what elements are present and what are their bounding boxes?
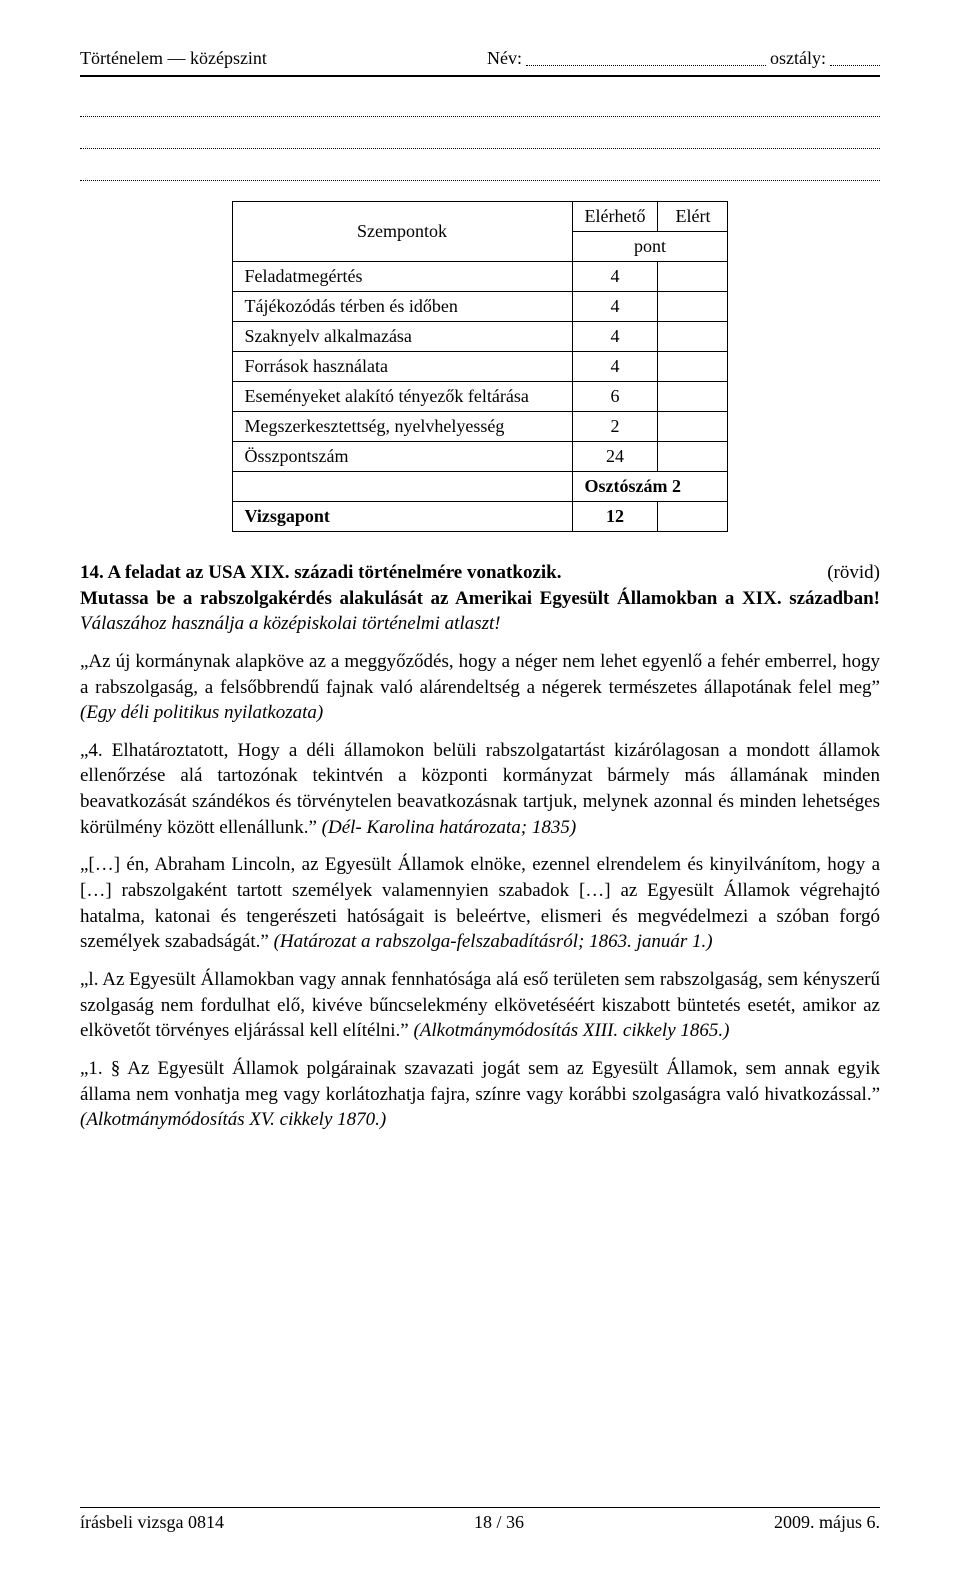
source-cite: (Alkotmánymódosítás XIII. cikkely 1865.) [413,1020,729,1041]
criterion-score-cell[interactable] [658,442,728,472]
criterion-max: 6 [572,382,658,412]
empty-label [232,472,572,502]
source-text: „1. § Az Egyesült Államok polgárainak sz… [80,1058,880,1105]
divisor-label: Osztószám 2 [572,472,728,502]
criterion-label: Eseményeket alakító tényezők feltárása [232,382,572,412]
source-cite: (Alkotmánymódosítás XV. cikkely 1870.) [80,1109,386,1130]
footer-row: írásbeli vizsga 0814 18 / 36 2009. május… [80,1512,880,1533]
examscore-label: Vizsgapont [232,502,572,532]
criterion-label: Szaknyelv alkalmazása [232,322,572,352]
answer-line[interactable] [80,121,880,149]
table-row: Feladatmegértés 4 [232,262,728,292]
answer-lines [80,89,880,181]
exam-page: Történelem — középszint Név: osztály: Sz… [0,0,960,1571]
source-paragraph: „Az új kormánynak alapköve az a meggyőző… [80,649,880,726]
footer-left: írásbeli vizsga 0814 [80,1512,224,1533]
page-footer: írásbeli vizsga 0814 18 / 36 2009. május… [80,1507,880,1533]
answer-line[interactable] [80,153,880,181]
table-row: Források használata 4 [232,352,728,382]
source-text: „Az új kormánynak alapköve az a meggyőző… [80,651,880,698]
task-instruction: Mutassa be a rabszolgakérdés alakulását … [80,588,880,609]
source-paragraph: „1. § Az Egyesült Államok polgárainak sz… [80,1056,880,1133]
score-header-row: Szempontok Elérhető Elért [232,202,728,232]
name-input-line[interactable] [526,48,766,66]
source-cite: (Dél- Karolina határozata; 1835) [322,817,577,838]
source-cite: (Határozat a rabszolga-felszabadításról;… [274,931,713,952]
source-paragraph: „[…] én, Abraham Lincoln, az Egyesült Ál… [80,852,880,955]
table-row: Összpontszám 24 [232,442,728,472]
divisor-row: Osztószám 2 [232,472,728,502]
criterion-max: 2 [572,412,658,442]
table-row: Eseményeket alakító tényezők feltárása 6 [232,382,728,412]
criterion-label: Tájékozódás térben és időben [232,292,572,322]
table-row: Tájékozódás térben és időben 4 [232,292,728,322]
criterion-max: 4 [572,352,658,382]
footer-rule [80,1507,880,1508]
table-row: Megszerkesztettség, nyelvhelyesség 2 [232,412,728,442]
answer-line[interactable] [80,89,880,117]
criterion-score-cell[interactable] [658,322,728,352]
examscore-cell[interactable] [658,502,728,532]
criterion-score-cell[interactable] [658,412,728,442]
footer-date: 2009. május 6. [774,1512,880,1533]
task-block: 14. A feladat az USA XIX. századi történ… [80,560,880,1133]
criterion-label: Megszerkesztettség, nyelvhelyesség [232,412,572,442]
criterion-max: 4 [572,262,658,292]
name-label: Név: [487,48,522,69]
score-table: Szempontok Elérhető Elért pont Feladatme… [232,201,729,532]
class-label: osztály: [770,48,826,69]
criteria-header: Szempontok [232,202,572,262]
criterion-max: 24 [572,442,658,472]
criterion-max: 4 [572,322,658,352]
criterion-score-cell[interactable] [658,382,728,412]
class-input-line[interactable] [830,48,880,66]
achievable-header: Elérhető [572,202,658,232]
criterion-max: 4 [572,292,658,322]
task-short-tag: (rövid) [827,560,880,586]
points-subheader: pont [572,232,728,262]
header-rule [80,75,880,77]
criterion-score-cell[interactable] [658,262,728,292]
criterion-score-cell[interactable] [658,292,728,322]
subject-level: Történelem — középszint [80,48,267,69]
task-number-title: 14. A feladat az USA XIX. századi történ… [80,562,561,583]
criterion-label: Összpontszám [232,442,572,472]
examscore-row: Vizsgapont 12 [232,502,728,532]
task-hint: Válaszához használja a középiskolai tört… [80,613,501,634]
source-cite: (Egy déli politikus nyilatkozata) [80,702,323,723]
examscore-max: 12 [572,502,658,532]
task-instruction-line: Mutassa be a rabszolgakérdés alakulását … [80,586,880,637]
criterion-label: Források használata [232,352,572,382]
source-paragraph: „l. Az Egyesült Államokban vagy annak fe… [80,967,880,1044]
source-paragraph: „4. Elhatároztatott, Hogy a déli államok… [80,738,880,841]
name-class-fields: Név: osztály: [487,48,880,69]
page-header: Történelem — középszint Név: osztály: [80,48,880,69]
task-heading-line: 14. A feladat az USA XIX. századi történ… [80,560,880,586]
criterion-label: Feladatmegértés [232,262,572,292]
achieved-header: Elért [658,202,728,232]
footer-page-number: 18 / 36 [474,1512,524,1533]
table-row: Szaknyelv alkalmazása 4 [232,322,728,352]
criterion-score-cell[interactable] [658,352,728,382]
